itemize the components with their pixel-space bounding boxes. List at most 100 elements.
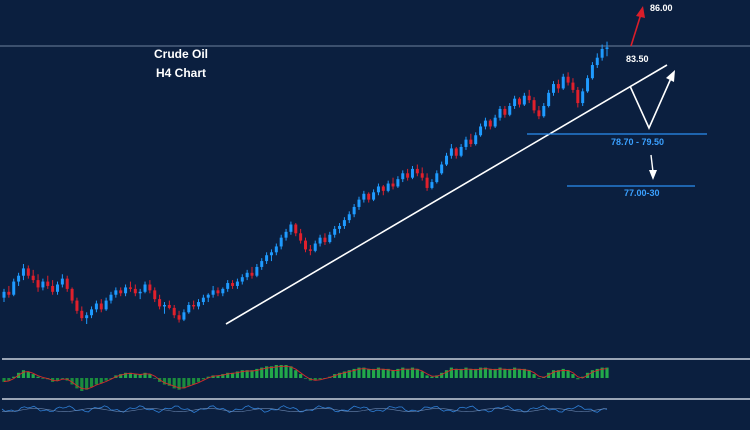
candle-body bbox=[269, 252, 273, 256]
candle-body bbox=[104, 300, 108, 310]
candle-body bbox=[158, 299, 162, 307]
candle-body bbox=[124, 287, 128, 294]
projection-arrow-up-icon bbox=[666, 70, 675, 82]
candle-body bbox=[206, 294, 210, 298]
macd-bar bbox=[371, 368, 376, 378]
candle-body bbox=[367, 193, 371, 200]
candle-body bbox=[435, 173, 439, 183]
macd-bar bbox=[99, 378, 103, 384]
candle-body bbox=[119, 290, 123, 294]
candle-body bbox=[342, 220, 346, 226]
macd-bar bbox=[352, 368, 356, 378]
candle-body bbox=[128, 287, 132, 289]
candle-body bbox=[55, 284, 59, 292]
candle-body bbox=[493, 117, 497, 127]
macd-bar bbox=[401, 367, 405, 378]
candle-body bbox=[571, 82, 575, 90]
macd-bar bbox=[498, 367, 502, 378]
macd-bar bbox=[483, 367, 488, 378]
macd-bar bbox=[138, 374, 142, 378]
macd-bar bbox=[381, 368, 385, 378]
projection-arrow-down-icon bbox=[649, 170, 657, 180]
macd-bar bbox=[435, 375, 439, 378]
candlestick-series bbox=[2, 41, 609, 324]
candle-body bbox=[566, 76, 570, 83]
candle-body bbox=[347, 214, 351, 221]
macd-bar bbox=[532, 374, 536, 378]
macd-signal-line bbox=[3, 365, 608, 390]
candle-body bbox=[245, 272, 249, 278]
macd-bar bbox=[527, 370, 531, 378]
candle-body bbox=[445, 155, 449, 165]
macd-bar bbox=[513, 367, 517, 378]
support-zone-1-label: 78.70 - 79.50 bbox=[611, 137, 664, 147]
candle-body bbox=[235, 281, 239, 286]
macd-bar bbox=[250, 370, 254, 378]
macd-bar bbox=[94, 378, 98, 385]
candle-body bbox=[197, 302, 201, 307]
macd-bar bbox=[396, 368, 400, 378]
candle-body bbox=[216, 290, 220, 294]
candle-body bbox=[60, 278, 64, 285]
candle-body bbox=[299, 233, 303, 241]
macd-bar bbox=[255, 368, 259, 378]
macd-bar bbox=[128, 372, 133, 378]
chart-subtitle: H4 Chart bbox=[156, 66, 206, 80]
macd-bar bbox=[31, 374, 35, 378]
candle-body bbox=[483, 120, 487, 127]
candle-body bbox=[250, 272, 254, 276]
macd-bar bbox=[162, 378, 167, 385]
candle-body bbox=[114, 290, 118, 295]
candle-body bbox=[396, 179, 400, 187]
candle-body bbox=[138, 291, 142, 294]
macd-bar bbox=[143, 372, 147, 378]
macd-bar bbox=[367, 368, 371, 378]
candle-body bbox=[386, 183, 390, 191]
macd-bar bbox=[493, 368, 497, 378]
candle-body bbox=[459, 146, 463, 156]
price-line-label: 83.50 bbox=[626, 54, 649, 64]
candle-body bbox=[260, 261, 264, 267]
candle-body bbox=[279, 237, 283, 247]
candle-body bbox=[90, 309, 94, 316]
projection-path bbox=[629, 75, 673, 130]
macd-bar bbox=[425, 375, 429, 378]
macd-bar bbox=[347, 370, 351, 378]
candle-body bbox=[162, 304, 166, 307]
macd-bar bbox=[294, 370, 298, 378]
macd-bar bbox=[12, 376, 16, 378]
candle-body bbox=[153, 290, 157, 300]
candle-body bbox=[449, 148, 453, 156]
candle-body bbox=[513, 98, 517, 106]
macd-bar bbox=[226, 372, 230, 378]
macd-bar bbox=[119, 374, 123, 378]
candle-body bbox=[187, 304, 191, 313]
macd-bar bbox=[303, 378, 308, 379]
candle-body bbox=[133, 288, 137, 294]
candle-body bbox=[517, 98, 521, 105]
macd-bar bbox=[85, 378, 89, 390]
candle-body bbox=[547, 92, 551, 106]
candle-body bbox=[70, 288, 74, 301]
candle-body bbox=[338, 225, 342, 229]
macd-bar bbox=[240, 370, 244, 378]
candle-body bbox=[381, 186, 385, 191]
candle-body bbox=[240, 277, 244, 282]
macd-bar bbox=[7, 378, 11, 381]
candle-body bbox=[31, 275, 35, 281]
macd-bar bbox=[41, 378, 45, 379]
macd-bar bbox=[211, 375, 215, 378]
support-zone-2-label: 77.00-30 bbox=[624, 188, 660, 198]
candle-body bbox=[542, 105, 546, 117]
macd-bar bbox=[430, 376, 434, 378]
candle-body bbox=[284, 231, 288, 238]
macd-bar bbox=[206, 376, 210, 378]
candle-body bbox=[595, 57, 599, 66]
macd-bar bbox=[21, 370, 26, 378]
macd-bar bbox=[167, 378, 171, 386]
candle-body bbox=[469, 139, 473, 145]
projection-arrows bbox=[629, 6, 675, 180]
candle-body bbox=[109, 294, 113, 301]
